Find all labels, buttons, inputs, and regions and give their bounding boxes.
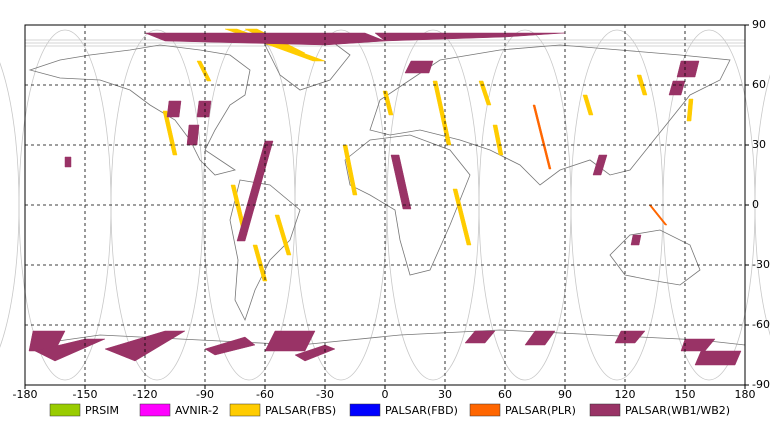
swath xyxy=(636,74,648,96)
y-tick-label: -60 xyxy=(752,318,770,331)
legend-swatch xyxy=(49,403,81,417)
swath xyxy=(630,234,642,246)
swath xyxy=(492,124,504,156)
swath xyxy=(404,60,434,74)
swath xyxy=(532,104,552,170)
legend-swatch xyxy=(139,403,171,417)
legend-label: AVNIR-2 xyxy=(175,404,219,417)
swaths xyxy=(28,28,742,366)
y-tick-label: -90 xyxy=(752,378,770,391)
swath xyxy=(614,330,646,344)
x-tick-label: -30 xyxy=(316,388,334,401)
swath xyxy=(236,140,274,242)
legend-swatch xyxy=(469,403,501,417)
swath xyxy=(592,154,608,176)
swath xyxy=(478,80,492,106)
swath xyxy=(524,330,556,346)
x-tick-label: -90 xyxy=(196,388,214,401)
swath xyxy=(390,154,412,210)
swath xyxy=(274,214,292,256)
swath xyxy=(166,100,182,118)
axes: -180 -150 -120 -90 -60 -30 0 30 60 90 120 150 180-90… xyxy=(13,18,770,401)
legend-swatch xyxy=(349,403,381,417)
y-tick-label: 60 xyxy=(752,78,766,91)
x-tick-label: 180 xyxy=(735,388,756,401)
swath xyxy=(162,110,178,156)
y-tick-label: 0 xyxy=(752,198,759,211)
swath xyxy=(34,338,106,362)
x-tick-label: -120 xyxy=(133,388,158,401)
swath xyxy=(264,330,316,352)
x-tick-label: 0 xyxy=(382,388,389,401)
swath xyxy=(204,336,256,356)
legend: PRSIM AVNIR-2 PALSAR(FBS) PALSAR(FBD) PALSAR… xyxy=(49,403,730,417)
x-tick-label: -150 xyxy=(73,388,98,401)
swath xyxy=(582,94,594,116)
swath xyxy=(252,244,268,282)
legend-swatch xyxy=(229,403,261,417)
x-tick-label: 30 xyxy=(438,388,452,401)
swath xyxy=(668,80,686,96)
swath xyxy=(186,124,200,146)
legend-label: PRSIM xyxy=(85,404,119,417)
swath xyxy=(452,188,472,246)
swath xyxy=(686,98,694,122)
coastlines xyxy=(28,39,746,346)
swath xyxy=(382,90,394,116)
legend-label: PALSAR(FBS) xyxy=(265,404,336,417)
swath xyxy=(694,350,742,366)
swath xyxy=(676,60,700,78)
x-tick-label: -180 xyxy=(13,388,38,401)
y-tick-label: 30 xyxy=(752,138,766,151)
legend-label: PALSAR(WB1/WB2) xyxy=(625,404,730,417)
legend-label: PALSAR(PLR) xyxy=(505,404,576,417)
x-tick-label: 60 xyxy=(498,388,512,401)
legend-label: PALSAR(FBD) xyxy=(385,404,458,417)
x-tick-label: 90 xyxy=(558,388,572,401)
swath xyxy=(196,100,212,118)
swath xyxy=(464,330,496,344)
swath xyxy=(196,60,212,82)
orbit-track xyxy=(754,74,770,336)
y-tick-label: -30 xyxy=(752,258,770,271)
legend-swatch xyxy=(589,403,621,417)
x-tick-label: 120 xyxy=(615,388,636,401)
x-tick-label: 150 xyxy=(675,388,696,401)
swath xyxy=(64,156,72,168)
x-tick-label: -60 xyxy=(256,388,274,401)
plot-frame xyxy=(24,24,746,386)
y-tick-label: 90 xyxy=(752,18,766,31)
